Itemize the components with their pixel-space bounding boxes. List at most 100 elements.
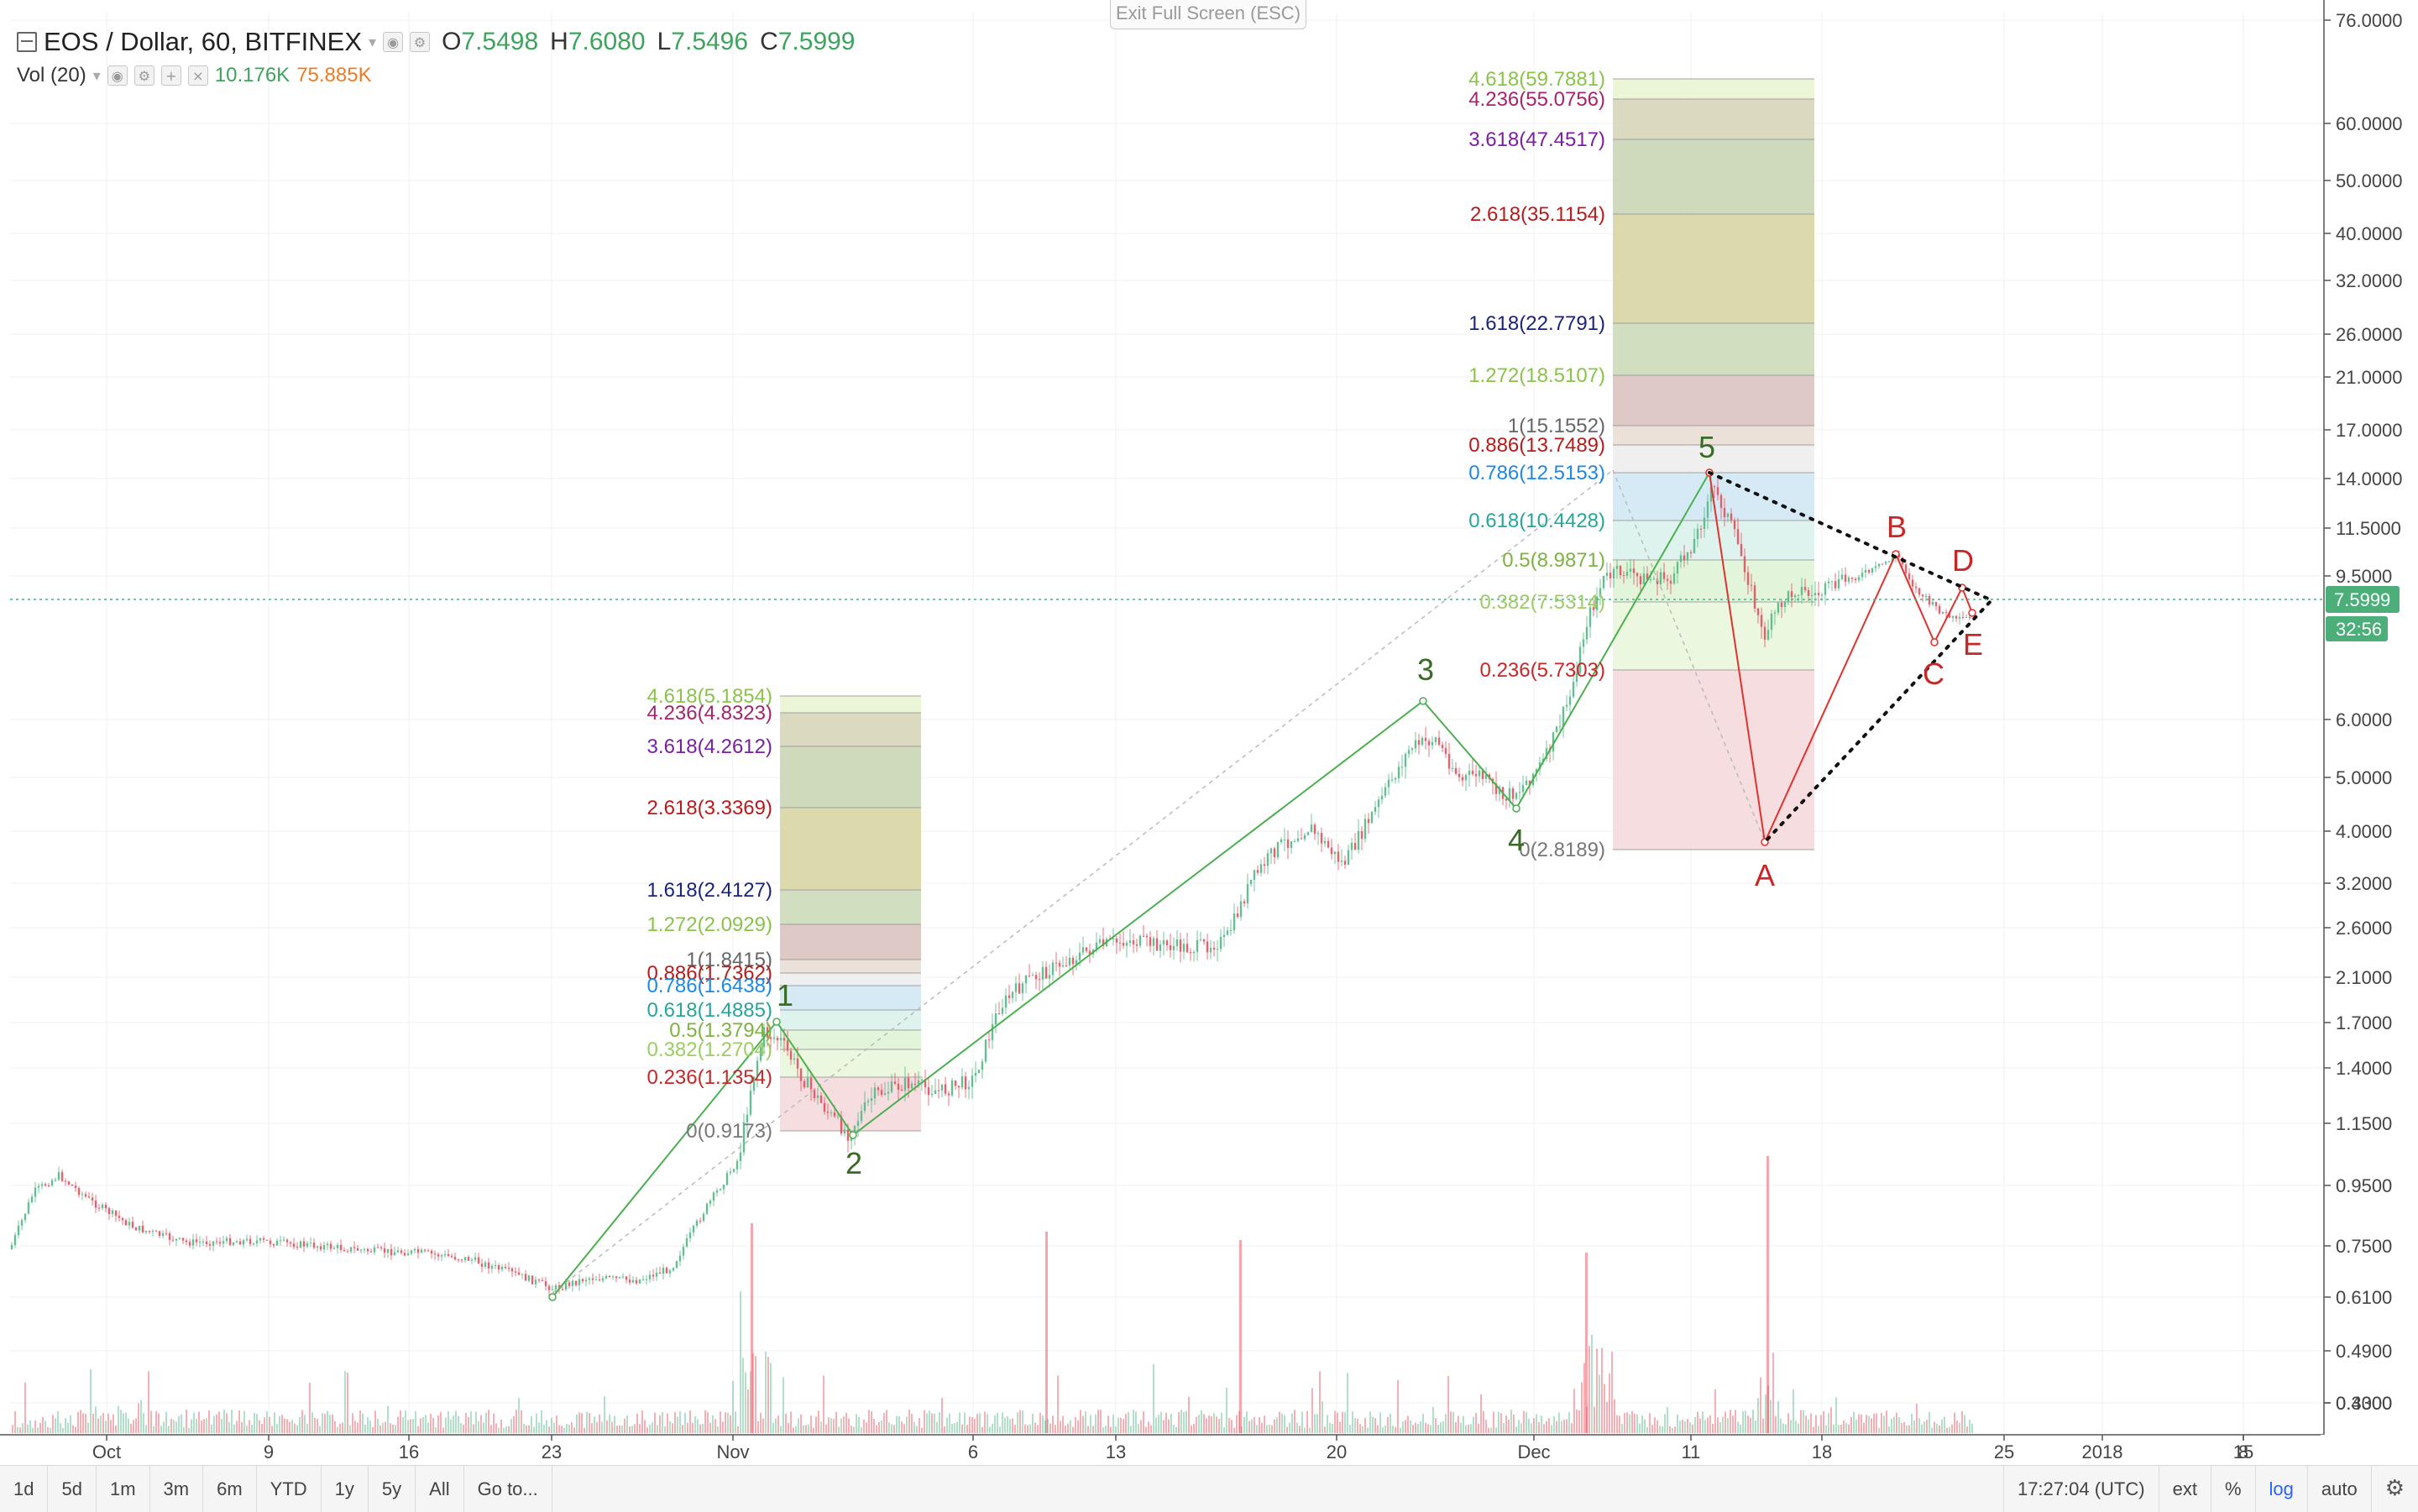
volume-bar xyxy=(1566,1419,1568,1433)
candle-body xyxy=(1666,578,1669,581)
volume-bar xyxy=(1425,1422,1426,1433)
candle-body xyxy=(77,1188,81,1195)
candle-body xyxy=(1125,942,1128,946)
volume-bar xyxy=(1032,1413,1034,1433)
candle-body xyxy=(1820,594,1824,596)
exit-fullscreen-button[interactable]: Exit Full Screen (ESC) xyxy=(1110,0,1306,29)
candle-body xyxy=(934,1090,937,1095)
volume-bar xyxy=(390,1423,391,1433)
volume-bar xyxy=(1730,1410,1731,1433)
log-toggle[interactable]: log xyxy=(2254,1466,2307,1512)
range-3m-button[interactable]: 3m xyxy=(150,1466,204,1512)
candle-body xyxy=(1814,593,1817,596)
volume-bar xyxy=(1120,1417,1122,1433)
candle-body xyxy=(749,1091,752,1115)
volume-bar xyxy=(276,1424,278,1433)
candle-body xyxy=(702,1213,705,1222)
goto-button[interactable]: Go to... xyxy=(464,1466,552,1512)
volume-bar xyxy=(246,1425,248,1433)
range-5y-button[interactable]: 5y xyxy=(369,1466,416,1512)
volume-label[interactable]: Vol (20) xyxy=(17,64,86,86)
volume-bar xyxy=(1959,1422,1960,1433)
candle-body xyxy=(1837,578,1840,589)
volume-bar xyxy=(1528,1418,1530,1433)
volume-bar xyxy=(1170,1413,1172,1433)
candle-body xyxy=(111,1210,114,1215)
settings-icon[interactable]: ⚙ xyxy=(133,65,154,86)
volume-bar xyxy=(271,1426,273,1433)
volume-bar xyxy=(1707,1417,1709,1433)
volume-bar xyxy=(500,1419,502,1433)
volume-spike xyxy=(1045,1232,1048,1433)
volume-bar xyxy=(150,1410,152,1433)
volume-bar xyxy=(495,1423,497,1433)
gear-icon[interactable]: ⚙ xyxy=(2370,1466,2418,1512)
volume-bar xyxy=(1719,1422,1721,1433)
volume-bar xyxy=(1138,1423,1139,1433)
volume-bar xyxy=(677,1416,678,1433)
candle-body xyxy=(1716,487,1719,495)
candle-body xyxy=(339,1244,343,1250)
volume-bar xyxy=(1316,1414,1318,1433)
candle-body xyxy=(1437,737,1441,746)
time-tick-label: 6 xyxy=(968,1441,978,1462)
volume-bar xyxy=(473,1424,474,1433)
candle-body xyxy=(1068,957,1071,965)
chevron-down-icon[interactable]: ▾ xyxy=(369,33,377,51)
symbol-title[interactable]: EOS / Dollar, 60, BITFINEX xyxy=(44,27,363,56)
range-ytd-button[interactable]: YTD xyxy=(257,1466,322,1512)
volume-bar xyxy=(770,1363,772,1433)
candle-body xyxy=(245,1238,249,1241)
corrective-wave-label: B xyxy=(1887,510,1907,544)
range-6m-button[interactable]: 6m xyxy=(203,1466,257,1512)
volume-bar xyxy=(1029,1424,1031,1433)
volume-bar xyxy=(652,1421,653,1433)
ext-toggle[interactable]: ext xyxy=(2158,1466,2211,1512)
volume-bar xyxy=(493,1413,495,1433)
settings-icon[interactable]: ⚙ xyxy=(410,32,431,52)
candle-body xyxy=(17,1225,20,1236)
candle-body xyxy=(1004,995,1008,1008)
percent-toggle[interactable]: % xyxy=(2210,1466,2255,1512)
candle-body xyxy=(903,1077,907,1091)
volume-bar xyxy=(971,1417,973,1433)
volume-bar xyxy=(906,1416,908,1433)
eye-icon[interactable]: ◉ xyxy=(107,65,128,86)
clock-time[interactable]: 17:27:04 (UTC) xyxy=(2002,1466,2159,1512)
volume-bar xyxy=(1949,1426,1950,1433)
range-all-button[interactable]: All xyxy=(416,1466,464,1512)
candle-body xyxy=(782,1038,786,1041)
range-1y-button[interactable]: 1y xyxy=(322,1466,369,1512)
eye-icon[interactable]: ◉ xyxy=(383,32,404,52)
volume-bar xyxy=(1208,1415,1210,1433)
candle-body xyxy=(984,1039,987,1062)
volume-bar xyxy=(405,1410,406,1433)
volume-bar xyxy=(1662,1426,1663,1433)
volume-bar xyxy=(1407,1415,1409,1433)
chevron-down-icon[interactable]: ▾ xyxy=(92,66,101,85)
range-5d-button[interactable]: 5d xyxy=(48,1466,97,1512)
candle-body xyxy=(1118,942,1122,944)
candle-body xyxy=(1891,557,1894,562)
candle-body xyxy=(1766,630,1770,640)
price-tick-label: 3.2000 xyxy=(2336,873,2392,894)
add-icon[interactable]: + xyxy=(160,65,181,86)
collapse-legend-icon[interactable] xyxy=(17,32,37,52)
candle-body xyxy=(685,1237,688,1248)
candle-body xyxy=(695,1221,699,1227)
candle-body xyxy=(138,1226,141,1231)
candle-body xyxy=(195,1239,198,1243)
volume-bar xyxy=(1921,1424,1923,1433)
volume-bar xyxy=(1704,1420,1706,1433)
auto-toggle[interactable]: auto xyxy=(2306,1466,2371,1512)
volume-bar xyxy=(840,1418,842,1433)
fib-right-label: 0(2.8189) xyxy=(1519,839,1605,861)
range-1d-button[interactable]: 1d xyxy=(0,1466,49,1512)
range-1m-button[interactable]: 1m xyxy=(97,1466,150,1512)
volume-bar xyxy=(1684,1421,1686,1433)
candle-body xyxy=(950,1080,954,1096)
candle-body xyxy=(1861,573,1864,578)
candle-body xyxy=(853,1126,856,1135)
close-icon[interactable]: × xyxy=(187,65,208,86)
